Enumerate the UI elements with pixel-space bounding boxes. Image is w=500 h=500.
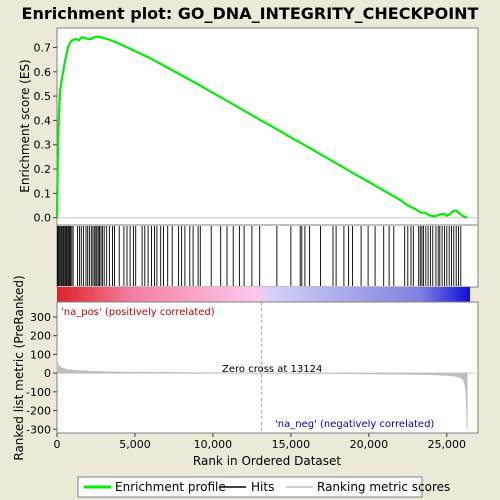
legend-label-enrichment: Enrichment profile — [115, 480, 226, 494]
metric-y-tick-label: 200 — [30, 330, 51, 343]
x-tick-label: 25,000 — [428, 438, 467, 451]
es-y-tick-label: 0.1 — [34, 187, 52, 200]
legend: Enrichment profile Hits Ranking metric s… — [77, 476, 450, 498]
neg-correlated-label: 'na_neg' (negatively correlated) — [275, 419, 434, 430]
chart-title: Enrichment plot: GO_DNA_INTEGRITY_CHECKP… — [22, 4, 479, 23]
metric-y-tick-label: -200 — [26, 405, 51, 418]
rank-gradient-bar — [57, 287, 470, 302]
metric-y-tick-label: 0 — [44, 367, 51, 380]
es-y-tick-label: 0.0 — [34, 212, 52, 225]
pos-correlated-label: 'na_pos' (positively correlated) — [61, 307, 215, 318]
hits-panel — [56, 224, 479, 288]
metric-y-tick-label: 300 — [30, 311, 51, 324]
es-y-tick-label: 0.2 — [34, 163, 52, 176]
x-tick-label: 20,000 — [350, 438, 389, 451]
zero-cross-label: Zero cross at 13124 — [222, 364, 322, 375]
legend-label-metric: Ranking metric scores — [317, 480, 450, 494]
es-y-tick-label: 0.3 — [34, 139, 52, 152]
es-y-tick-label: 0.7 — [34, 41, 52, 54]
es-y-tick-label: 0.6 — [34, 66, 52, 79]
metric-panel — [56, 301, 479, 434]
enrichment-profile-line — [55, 35, 468, 219]
x-axis-label: Rank in Ordered Dataset — [193, 454, 341, 468]
x-tick-label: 10,000 — [194, 438, 233, 451]
es-panel — [56, 27, 479, 226]
metric-y-tick-label: 100 — [30, 348, 51, 361]
x-tick-label: 5,000 — [119, 438, 151, 451]
ranking-metric-area — [56, 354, 468, 430]
metric-y-tick-label: -100 — [26, 386, 51, 399]
es-y-tick-label: 0.5 — [34, 90, 52, 103]
es-y-tick-label: 0.4 — [34, 114, 52, 127]
legend-label-hits: Hits — [251, 480, 274, 494]
metric-y-tick-label: -300 — [26, 423, 51, 436]
x-tick-label: 0 — [54, 438, 61, 451]
metric-y-axis-label: Ranked list metric (PreRanked) — [12, 275, 26, 460]
es-y-axis-label: Enrichment score (ES) — [18, 59, 32, 192]
x-tick-label: 15,000 — [272, 438, 311, 451]
legend-box — [77, 476, 423, 498]
